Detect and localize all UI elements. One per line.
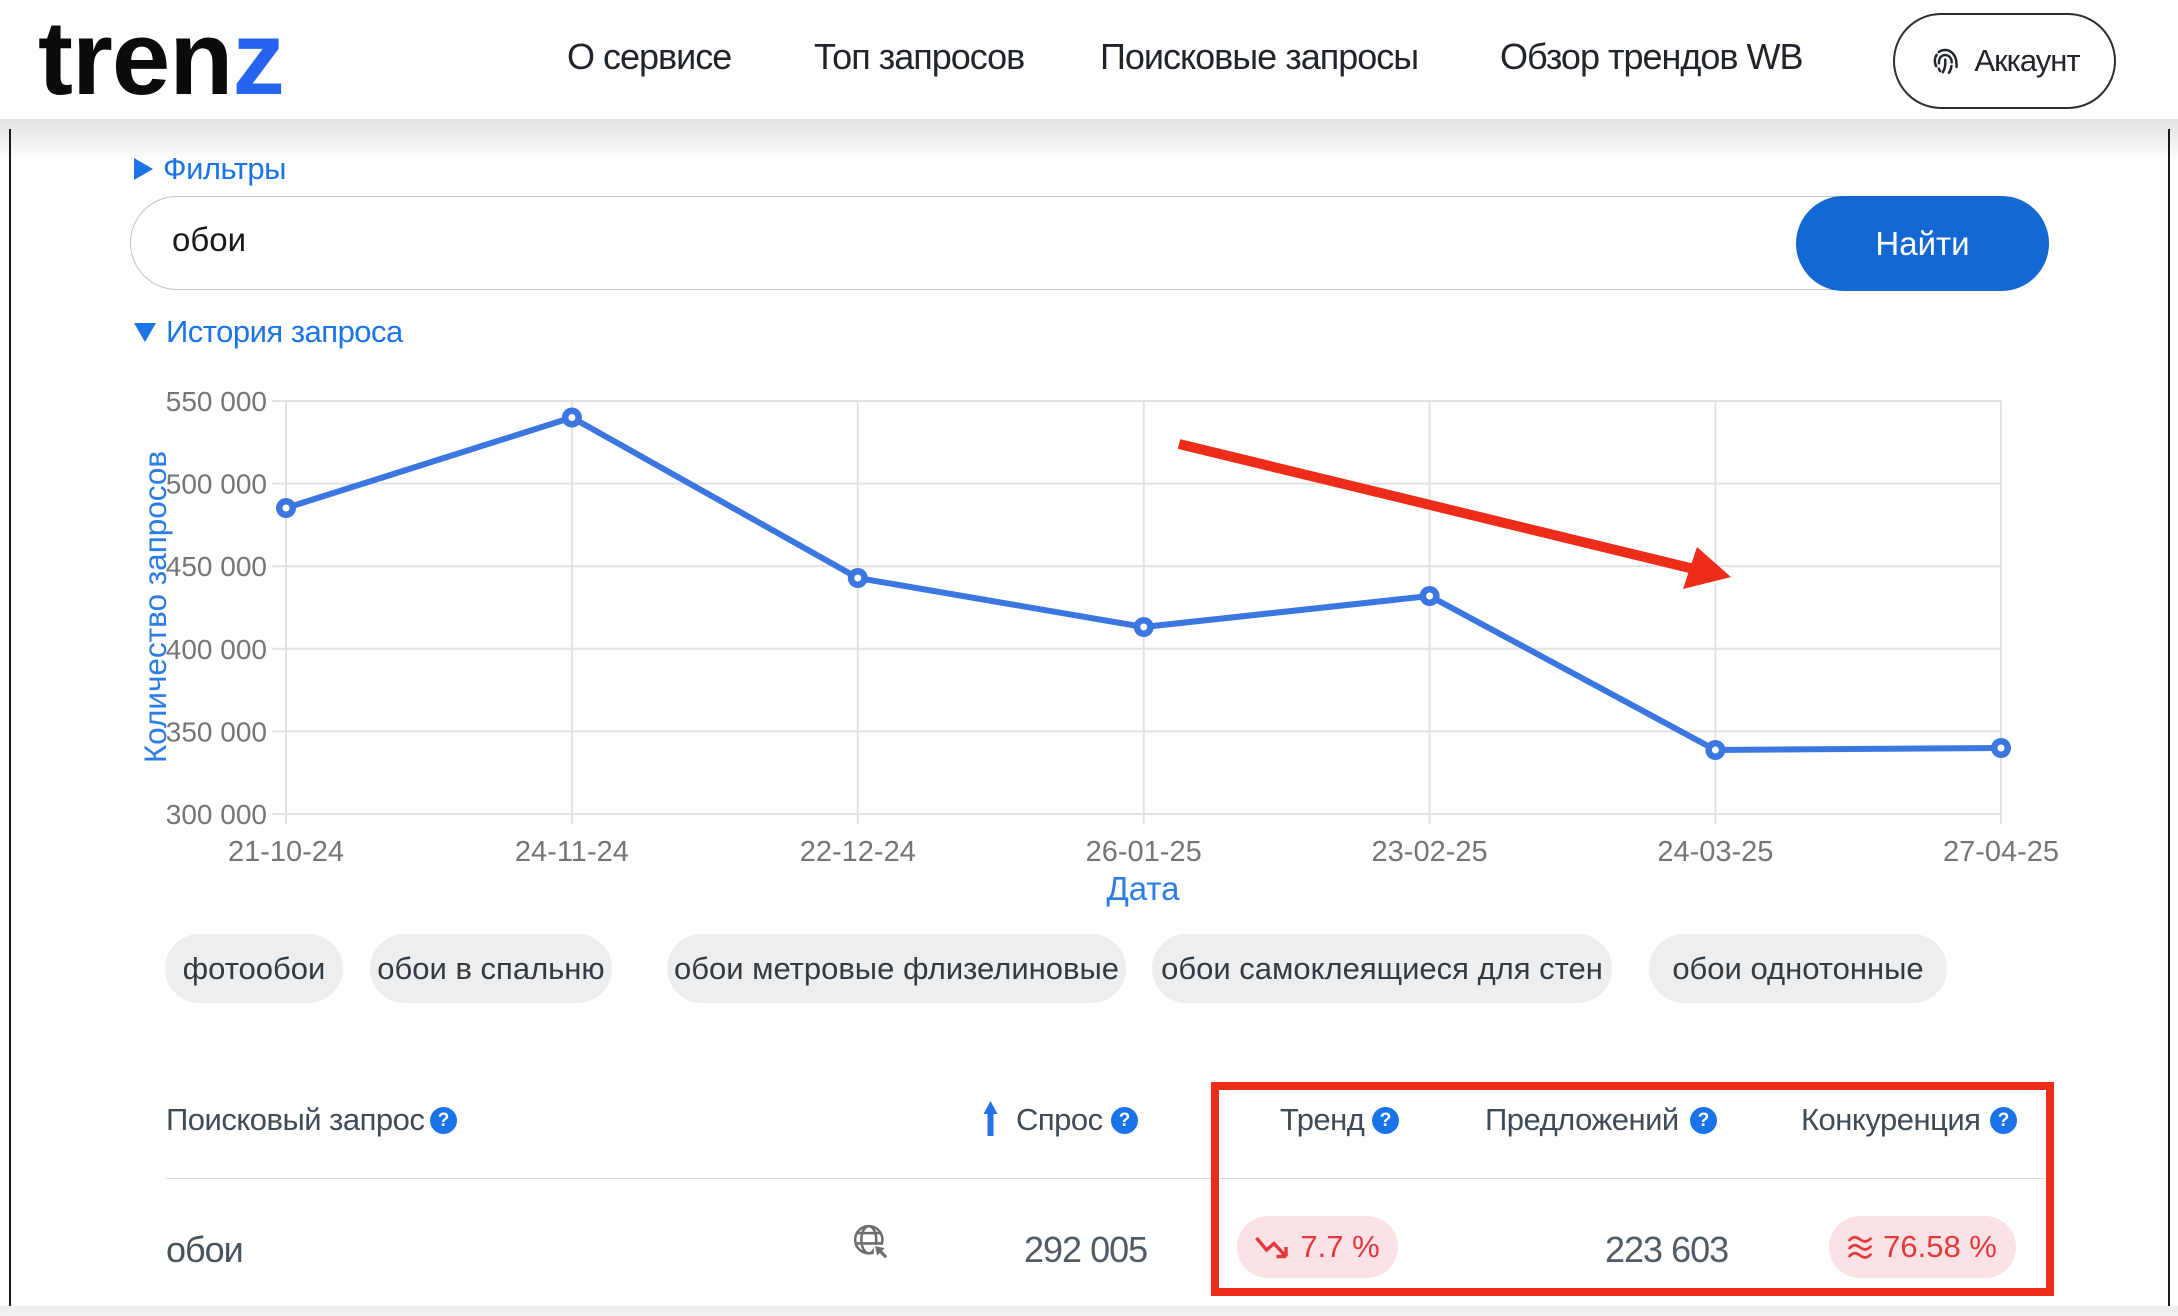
- svg-text:300 000: 300 000: [166, 799, 267, 830]
- svg-text:27-04-25: 27-04-25: [1943, 836, 2059, 868]
- svg-text:400 000: 400 000: [166, 634, 267, 665]
- svg-text:21-10-24: 21-10-24: [228, 836, 344, 868]
- svg-text:23-02-25: 23-02-25: [1372, 836, 1488, 868]
- svg-text:550 000: 550 000: [166, 386, 267, 417]
- svg-text:Дата: Дата: [1106, 870, 1180, 907]
- svg-text:Количество запросов: Количество запросов: [137, 451, 173, 763]
- svg-text:500 000: 500 000: [166, 469, 267, 500]
- svg-text:24-03-25: 24-03-25: [1657, 836, 1773, 868]
- svg-text:450 000: 450 000: [166, 551, 267, 582]
- svg-text:350 000: 350 000: [166, 716, 267, 747]
- svg-text:24-11-24: 24-11-24: [515, 836, 629, 868]
- svg-text:22-12-24: 22-12-24: [800, 836, 916, 868]
- svg-text:26-01-25: 26-01-25: [1086, 836, 1202, 868]
